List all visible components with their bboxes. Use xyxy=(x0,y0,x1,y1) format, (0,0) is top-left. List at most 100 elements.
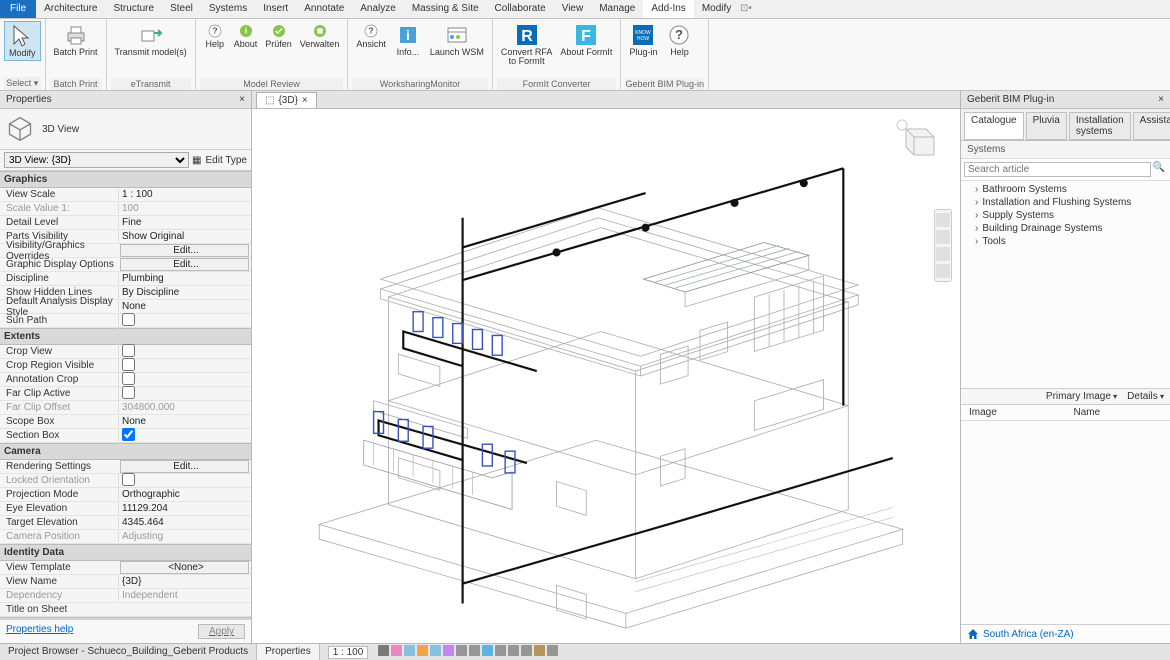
ribbon-btn-launch-wsm[interactable]: Launch WSM xyxy=(426,21,488,59)
prop-row[interactable]: Title on Sheet xyxy=(0,603,251,617)
ribbon-tab-massing-site[interactable]: Massing & Site xyxy=(404,0,487,18)
ribbon-tab-analyze[interactable]: Analyze xyxy=(352,0,404,18)
viewport-3d[interactable] xyxy=(252,109,960,643)
tree-item[interactable]: Bathroom Systems xyxy=(965,183,1166,196)
prop-section-camera[interactable]: Camera xyxy=(0,443,251,460)
ribbon-help[interactable]: ?Help xyxy=(200,21,230,51)
ribbon-btn-help[interactable]: ?Help xyxy=(661,21,697,59)
prop-row[interactable]: View Scale1 : 100 xyxy=(0,188,251,202)
view-control-icon[interactable] xyxy=(429,644,442,657)
view-control-icon[interactable] xyxy=(455,644,468,657)
ribbon-btn-about-formit[interactable]: FAbout FormIt xyxy=(556,21,616,59)
search-icon[interactable]: 🔍 xyxy=(1151,162,1167,177)
prop-row[interactable]: Detail LevelFine xyxy=(0,216,251,230)
tab-project-browser[interactable]: Project Browser - Schueco_Building_Geber… xyxy=(0,644,257,660)
ribbon-help[interactable]: ?Ansicht xyxy=(352,21,390,51)
prop-row[interactable]: Eye Elevation11129.204 xyxy=(0,502,251,516)
prop-row[interactable]: Visibility/Graphics OverridesEdit... xyxy=(0,244,251,258)
prop-row[interactable]: Target Elevation4345.464 xyxy=(0,516,251,530)
tree-item[interactable]: Tools xyxy=(965,235,1166,248)
prop-row[interactable]: Scale Value 1:100 xyxy=(0,202,251,216)
view-control-icon[interactable] xyxy=(533,644,546,657)
tree-item[interactable]: Building Drainage Systems xyxy=(965,222,1166,235)
ribbon-btn-info-[interactable]: iInfo... xyxy=(390,21,426,59)
ribbon-tab-file[interactable]: File xyxy=(0,0,36,18)
properties-close-icon[interactable]: × xyxy=(239,94,245,105)
ribbon-btn-verwalten[interactable]: Verwalten xyxy=(296,21,344,51)
view-control-icon[interactable] xyxy=(442,644,455,657)
view-control-icon[interactable] xyxy=(546,644,559,657)
view-control-icon[interactable] xyxy=(481,644,494,657)
svg-text:HOW: HOW xyxy=(637,36,650,42)
prop-row[interactable]: Camera PositionAdjusting xyxy=(0,530,251,544)
ribbon-btn-convert-rfa-to-formit[interactable]: RConvert RFAto FormIt xyxy=(497,21,557,69)
geberit-close-icon[interactable]: × xyxy=(1158,94,1164,105)
prop-row[interactable]: Far Clip Offset304800.000 xyxy=(0,401,251,415)
prop-row[interactable]: View Name{3D} xyxy=(0,575,251,589)
nav-pan-icon[interactable] xyxy=(936,230,950,244)
ribbon-tab-architecture[interactable]: Architecture xyxy=(36,0,105,18)
view-control-icon[interactable] xyxy=(520,644,533,657)
prop-row[interactable]: Far Clip Active xyxy=(0,387,251,401)
ribbon-btn-batch-print[interactable]: Batch Print xyxy=(50,21,102,59)
ribbon-btn-transmit-model-s-[interactable]: Transmit model(s) xyxy=(111,21,191,59)
view-tab-3d[interactable]: ⬚ {3D} × xyxy=(256,92,317,108)
edit-type-link[interactable]: Edit Type xyxy=(205,155,247,166)
nav-orbit-icon[interactable] xyxy=(936,264,950,278)
edit-type-icon[interactable]: ▦ xyxy=(192,155,201,166)
view-tab-close-icon[interactable]: × xyxy=(302,95,308,106)
prop-row[interactable]: DisciplinePlumbing xyxy=(0,272,251,286)
type-selector-row[interactable]: 3D View xyxy=(0,109,251,150)
ribbon-tab-view[interactable]: View xyxy=(554,0,592,18)
view-control-icon[interactable] xyxy=(468,644,481,657)
ribbon-tab-manage[interactable]: Manage xyxy=(591,0,643,18)
properties-help-link[interactable]: Properties help xyxy=(6,624,73,639)
prop-section-extents[interactable]: Extents xyxy=(0,328,251,345)
ribbon-btn-about[interactable]: iAbout xyxy=(230,21,262,51)
prop-row[interactable]: Graphic Display OptionsEdit... xyxy=(0,258,251,272)
details-dropdown[interactable]: Details xyxy=(1127,391,1164,402)
geberit-tab-assistants[interactable]: Assistants xyxy=(1133,112,1170,140)
tree-item[interactable]: Installation and Flushing Systems xyxy=(965,196,1166,209)
ribbon-tab-insert[interactable]: Insert xyxy=(255,0,296,18)
geberit-tab-pluvia[interactable]: Pluvia xyxy=(1026,112,1067,140)
ribbon-btn-pr-fen[interactable]: Prüfen xyxy=(261,21,296,51)
geberit-tab-catalogue[interactable]: Catalogue xyxy=(964,112,1024,140)
prop-row[interactable]: DependencyIndependent xyxy=(0,589,251,603)
viewcube[interactable] xyxy=(892,117,940,165)
ribbon-tab-structure[interactable]: Structure xyxy=(105,0,162,18)
nav-zoom-icon[interactable] xyxy=(936,247,950,261)
view-control-icon[interactable] xyxy=(403,644,416,657)
view-control-icon[interactable] xyxy=(377,644,390,657)
view-control-icon[interactable] xyxy=(507,644,520,657)
view-control-icon[interactable] xyxy=(390,644,403,657)
ribbon-tab-modify[interactable]: Modify ⊡• xyxy=(694,0,760,18)
ribbon-tab-steel[interactable]: Steel xyxy=(162,0,201,18)
ribbon-tab-annotate[interactable]: Annotate xyxy=(296,0,352,18)
tree-item[interactable]: Supply Systems xyxy=(965,209,1166,222)
ribbon-btn-modify[interactable]: Modify xyxy=(4,21,41,61)
navigation-bar[interactable] xyxy=(934,209,952,282)
prop-row[interactable]: Section Box xyxy=(0,429,251,443)
prop-row[interactable]: Sun Path xyxy=(0,314,251,328)
view-scale[interactable]: 1 : 100 xyxy=(328,646,369,659)
view-control-icon[interactable] xyxy=(494,644,507,657)
apply-button[interactable]: Apply xyxy=(198,624,245,639)
instance-selector[interactable]: 3D View: {3D} xyxy=(4,152,189,168)
prop-row[interactable]: View Template<None> xyxy=(0,561,251,575)
ribbon-tab-add-ins[interactable]: Add-Ins xyxy=(643,0,693,18)
prop-row[interactable]: Projection ModeOrthographic xyxy=(0,488,251,502)
prop-row[interactable]: Locked Orientation xyxy=(0,474,251,488)
ribbon-btn-plug-in[interactable]: KNOWHOWPlug-in xyxy=(625,21,661,59)
prop-section-graphics[interactable]: Graphics xyxy=(0,171,251,188)
ribbon-tab-collaborate[interactable]: Collaborate xyxy=(487,0,554,18)
primary-image-dropdown[interactable]: Primary Image xyxy=(1046,391,1117,402)
search-input[interactable] xyxy=(964,162,1151,177)
nav-steering-icon[interactable] xyxy=(936,213,950,227)
geberit-tab-installation-systems[interactable]: Installation systems xyxy=(1069,112,1131,140)
ribbon-tab-systems[interactable]: Systems xyxy=(201,0,255,18)
region-footer[interactable]: South Africa (en-ZA) xyxy=(961,624,1170,643)
prop-section-identity-data[interactable]: Identity Data xyxy=(0,544,251,561)
view-control-icon[interactable] xyxy=(416,644,429,657)
tab-properties[interactable]: Properties xyxy=(257,644,320,660)
